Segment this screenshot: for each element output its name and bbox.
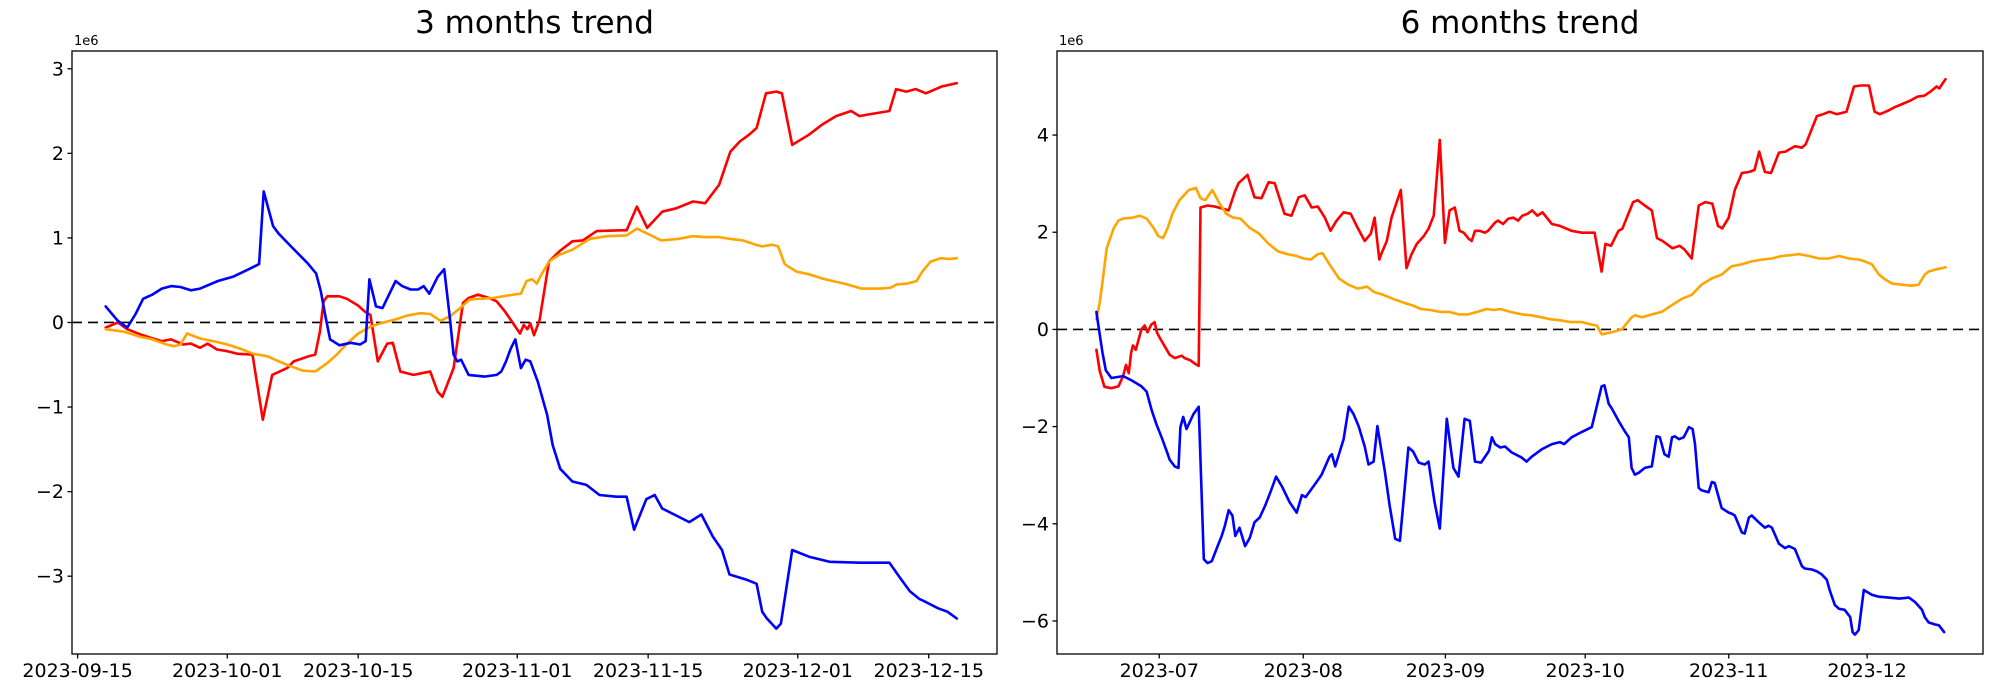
x-axis: 2023-07 2023-08 2023-09 2023-10 2023-11 2023-…: [1120, 654, 1907, 682]
series-red: [104, 81, 959, 422]
series-blue: [104, 190, 959, 630]
x-tick-label: 2023-09-15: [22, 660, 132, 682]
chart-title: 3 months trend: [415, 5, 654, 41]
six-months-plot-area: 2023-07 2023-08 2023-09 2023-10 2023-11 2023-…: [1021, 50, 1984, 682]
x-tick-label: 2023-11-01: [462, 660, 572, 682]
three-months-plot-area: 2023-09-15 2023-10-01 2023-10-15 2023-11-01…: [22, 50, 998, 682]
x-axis: 2023-09-15 2023-10-01 2023-10-15 2023-11-01…: [22, 654, 984, 682]
y-tick-label: 0: [52, 312, 64, 334]
y-axis-offset-label: 1e6: [74, 34, 99, 49]
x-tick-label: 2023-12: [1827, 660, 1906, 682]
series-orange: [104, 227, 959, 373]
y-tick-label: 2: [1037, 222, 1049, 244]
x-tick-label: 2023-07: [1120, 660, 1199, 682]
x-tick-label: 2023-08: [1264, 660, 1343, 682]
x-tick-label: 2023-12-01: [743, 660, 853, 682]
x-tick-label: 2023-10-15: [303, 660, 413, 682]
y-tick-label: −2: [1021, 416, 1049, 438]
axes-spines: [71, 50, 998, 655]
six-months-trend-chart: 2023-07 2023-08 2023-09 2023-10 2023-11 2023-…: [1021, 5, 1984, 682]
series-orange: [1095, 186, 1947, 336]
x-tick-label: 2023-09: [1406, 660, 1485, 682]
y-axis: 3 2 1 0 −1 −2 −3: [36, 58, 72, 588]
y-tick-label: −4: [1021, 513, 1049, 535]
three-months-trend-chart: 2023-09-15 2023-10-01 2023-10-15 2023-11-01…: [22, 5, 998, 682]
y-tick-label: 0: [1037, 319, 1049, 341]
y-tick-label: −6: [1021, 610, 1049, 632]
y-axis: 4 2 0 −2 −4 −6: [1021, 125, 1057, 632]
x-tick-label: 2023-11-15: [593, 660, 703, 682]
x-tick-label: 2023-10: [1546, 660, 1625, 682]
axes-spines: [1056, 50, 1984, 655]
series-blue: [1095, 310, 1946, 636]
chart-title: 6 months trend: [1401, 5, 1640, 41]
series-red: [1095, 77, 1947, 390]
y-tick-label: −2: [36, 481, 64, 503]
x-tick-label: 2023-11: [1689, 660, 1768, 682]
y-axis-offset-label: 1e6: [1059, 34, 1084, 49]
x-tick-label: 2023-10-01: [172, 660, 282, 682]
y-tick-label: 3: [52, 58, 64, 80]
y-tick-label: 1: [52, 227, 64, 249]
x-tick-label: 2023-12-15: [874, 660, 984, 682]
y-tick-label: −3: [36, 566, 64, 588]
y-tick-label: 2: [52, 143, 64, 165]
y-tick-label: 4: [1037, 125, 1049, 147]
y-tick-label: −1: [36, 397, 64, 419]
